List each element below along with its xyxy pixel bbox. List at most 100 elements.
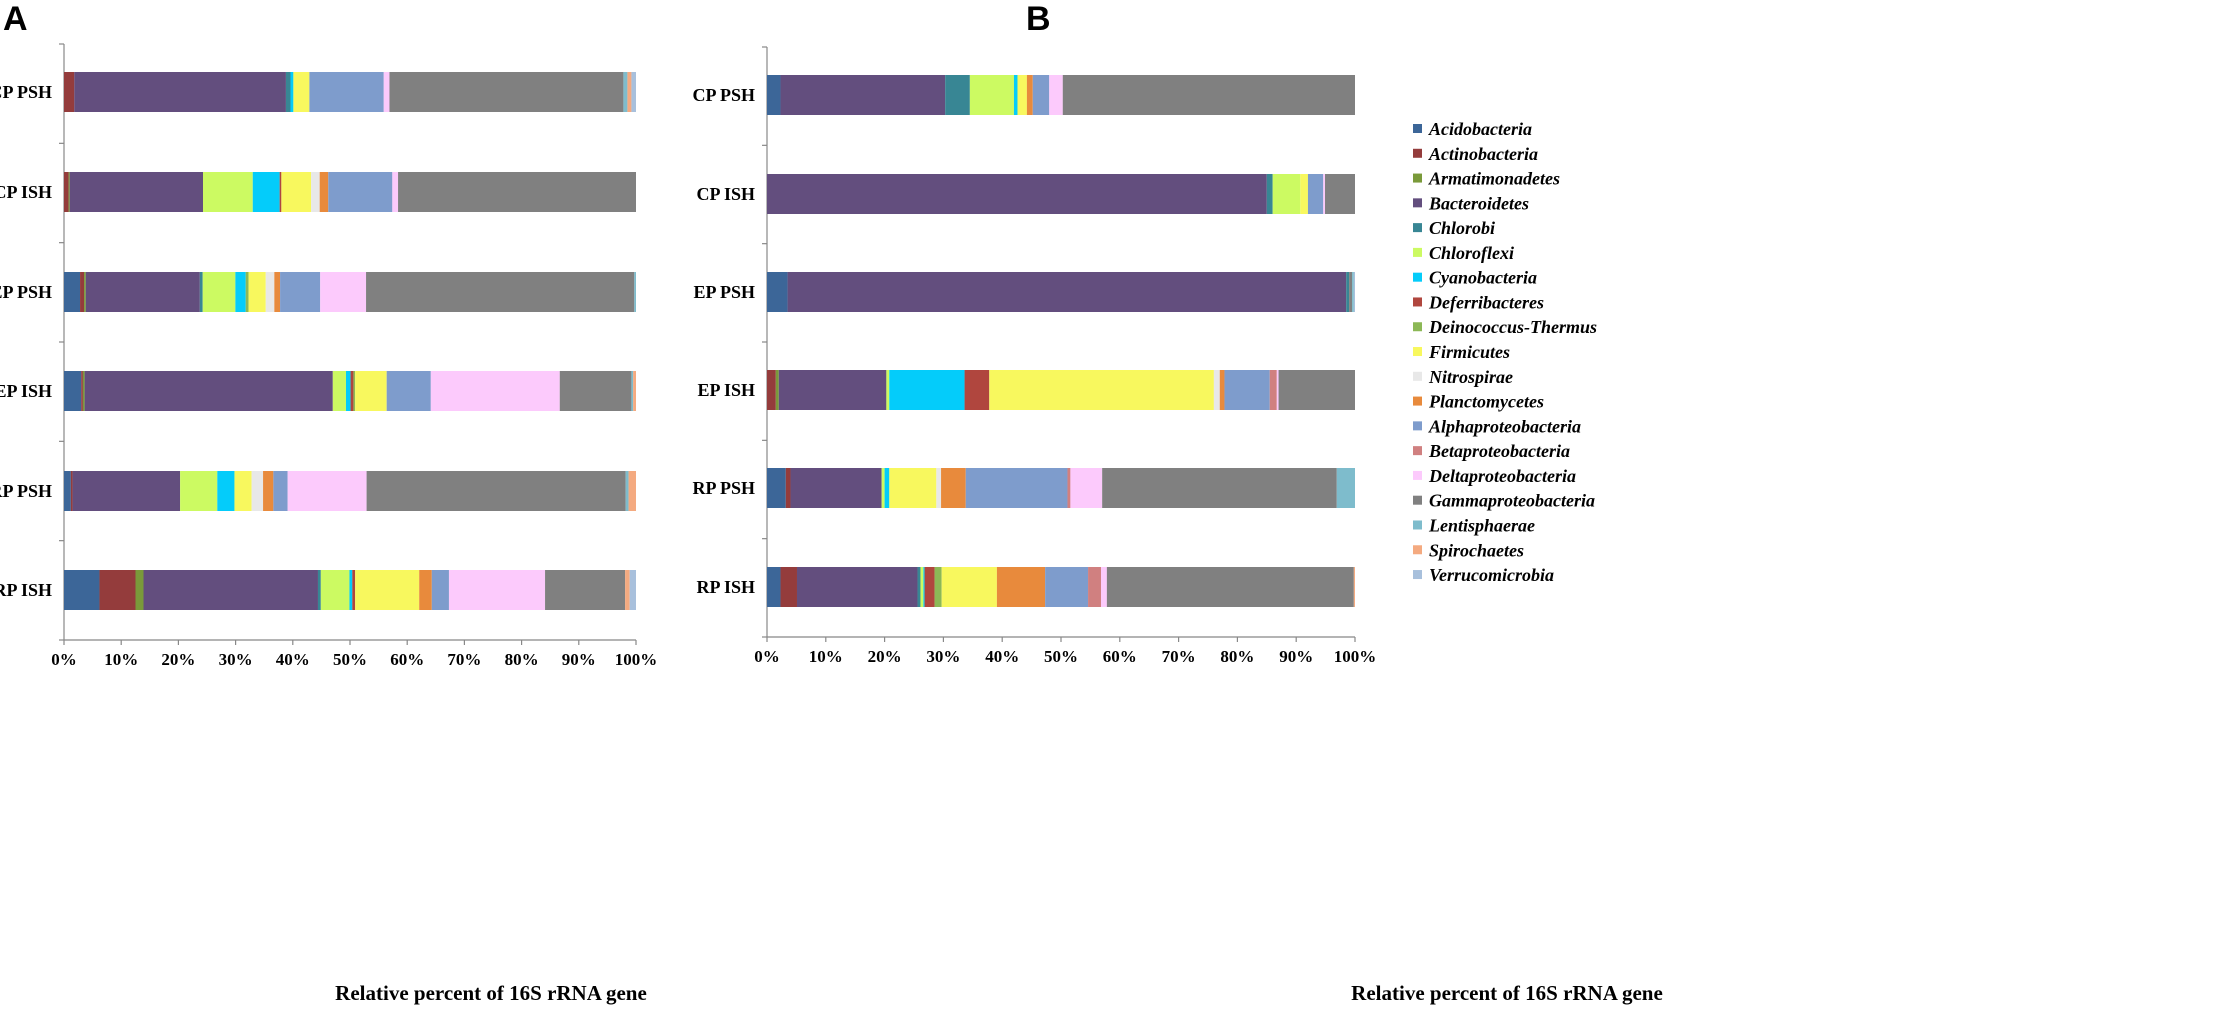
bar-segment-armatimonadetes [82, 371, 85, 411]
bar-segment-betaproteobacteria [1067, 468, 1071, 508]
bar-segment-acidobacteria [64, 371, 82, 411]
bar-segment-gammaproteobacteria [559, 371, 632, 411]
bar-segment-betaproteobacteria [1269, 370, 1277, 410]
bar-segment-verrucomicrobia [1353, 272, 1355, 312]
bar-segment-gammaproteobacteria [545, 570, 626, 610]
bar-segment-bacteroidetes [85, 272, 200, 312]
legend-label-betaproteobacteria: Betaproteobacteria [1428, 441, 1570, 461]
bar-segment-lentisphaerae [631, 371, 634, 411]
bar-segment-acidobacteria [767, 567, 781, 607]
bar-segment-gammaproteobacteria [366, 272, 635, 312]
legend-swatch-betaproteobacteria [1413, 446, 1422, 456]
category-label: CP ISH [696, 184, 755, 204]
legend-swatch-chloroflexi [1413, 247, 1422, 257]
bar-segment-alphaproteobacteria [1224, 370, 1270, 410]
bar-segment-firmicutes [1017, 75, 1027, 115]
bar-segment-armatimonadetes [84, 272, 86, 312]
panel-a-x-axis-title: Relative percent of 16S rRNA gene [335, 981, 647, 1005]
legend-label-actinobacteria: Actinobacteria [1428, 144, 1538, 164]
bar-segment-alphaproteobacteria [280, 272, 321, 312]
bar-segment-bacteroidetes [778, 370, 887, 410]
x-tick-label: 90% [1279, 647, 1313, 666]
legend-swatch-armatimonadetes [1413, 173, 1422, 183]
bar-segment-actinobacteria [80, 272, 85, 312]
bar-segment-actinobacteria [64, 72, 75, 112]
bar-segment-nitrospirae [311, 172, 320, 212]
bar-segment-deltaproteobacteria [1100, 567, 1107, 607]
legend-swatch-chlorobi [1413, 223, 1422, 233]
category-label: RP ISH [696, 577, 755, 597]
bar-segment-bacteroidetes [787, 272, 1347, 312]
x-tick-label: 60% [390, 650, 424, 669]
bar-segment-actinobacteria [780, 567, 797, 607]
bar-segment-nitrospirae [251, 471, 264, 511]
bar-segment-alphaproteobacteria [965, 468, 1068, 508]
x-tick-label: 30% [219, 650, 253, 669]
bar-segment-alphaproteobacteria [273, 471, 288, 511]
x-tick-label: 70% [447, 650, 481, 669]
bar-segment-nitrospirae [1213, 370, 1220, 410]
bar-segment-actinobacteria [70, 471, 73, 511]
legend-label-deferribacteres: Deferribacteres [1428, 292, 1544, 312]
bar-segment-gammaproteobacteria [1106, 567, 1354, 607]
bar-segment-planctomycetes [1026, 75, 1033, 115]
bar-segment-chlorobi [285, 72, 291, 112]
bar-segment-cyanobacteria [252, 172, 280, 212]
legend-label-acidobacteria: Acidobacteria [1428, 119, 1532, 139]
bar-segment-bacteroidetes [69, 172, 203, 212]
x-tick-label: 10% [809, 647, 843, 666]
bar-segment-planctomycetes [941, 468, 966, 508]
bar-segment-firmicutes [355, 570, 420, 610]
bar-segment-deinococcus-thermus [934, 567, 942, 607]
legend-label-alphaproteobacteria: Alphaproteobacteria [1428, 416, 1581, 436]
x-tick-label: 10% [104, 650, 138, 669]
legend-label-verrucomicrobia: Verrucomicrobia [1429, 565, 1554, 585]
bar-segment-alphaproteobacteria [1045, 567, 1089, 607]
legend-label-bacteroidetes: Bacteroidetes [1428, 193, 1529, 213]
bar-segment-spirochaetes [625, 570, 630, 610]
bar-segment-gammaproteobacteria [389, 72, 624, 112]
legend-label-firmicutes: Firmicutes [1428, 342, 1510, 362]
bar-segment-chloroflexi [969, 75, 1014, 115]
panel-b-x-axis-title: Relative percent of 16S rRNA gene [1351, 981, 1663, 1005]
bar-segment-bacteroidetes [72, 471, 181, 511]
bar-segment-cyanobacteria [235, 272, 246, 312]
bar-segment-deltaproteobacteria [320, 272, 367, 312]
bar-segment-alphaproteobacteria [386, 371, 431, 411]
bar-segment-bacteroidetes [74, 72, 286, 112]
bar-segment-alphaproteobacteria [1032, 75, 1050, 115]
bar-segment-spirochaetes [627, 72, 632, 112]
x-tick-label: 100% [615, 650, 658, 669]
category-label: EP ISH [697, 380, 755, 400]
panel-a: A Relative percent of 16S rRNA gene 0% 10… [0, 0, 657, 1005]
bar-segment-lentisphaerae [634, 272, 636, 312]
bar-segment-chloroflexi [881, 468, 885, 508]
bar-segment-chloroflexi [1272, 174, 1301, 214]
legend-swatch-deferribacteres [1413, 297, 1422, 307]
x-tick-label: 100% [1334, 647, 1377, 666]
bar-segment-cyanobacteria [889, 370, 965, 410]
bar-segment-chloroflexi [202, 272, 236, 312]
panel-a-label: A [3, 0, 28, 38]
category-label: CP PSH [0, 82, 52, 102]
legend-label-gammaproteobacteria: Gammaproteobacteria [1429, 491, 1595, 511]
bar-segment-deltaproteobacteria [430, 371, 560, 411]
bar-segment-chloroflexi [886, 370, 890, 410]
bar-segment-lentisphaerae [623, 72, 628, 112]
bar-segment-chlorobi [199, 272, 203, 312]
bar-segment-alphaproteobacteria [309, 72, 384, 112]
bar-segment-spirochaetes [1353, 567, 1355, 607]
bar-segment-gammaproteobacteria [398, 172, 636, 212]
bar-segment-chlorobi [317, 570, 321, 610]
bar-segment-firmicutes [355, 371, 387, 411]
bar-segment-chlorobi [1266, 174, 1273, 214]
legend-swatch-cyanobacteria [1413, 272, 1422, 282]
legend-label-deltaproteobacteria: Deltaproteobacteria [1428, 466, 1576, 486]
bar-segment-deltaproteobacteria [287, 471, 367, 511]
bar-segment-alphaproteobacteria [431, 570, 449, 610]
bar-segment-chloroflexi [920, 567, 924, 607]
bar-segment-acidobacteria [767, 468, 786, 508]
bar-segment-gammaproteobacteria [1278, 370, 1355, 410]
legend-swatch-actinobacteria [1413, 148, 1422, 158]
legend-swatch-alphaproteobacteria [1413, 421, 1422, 431]
